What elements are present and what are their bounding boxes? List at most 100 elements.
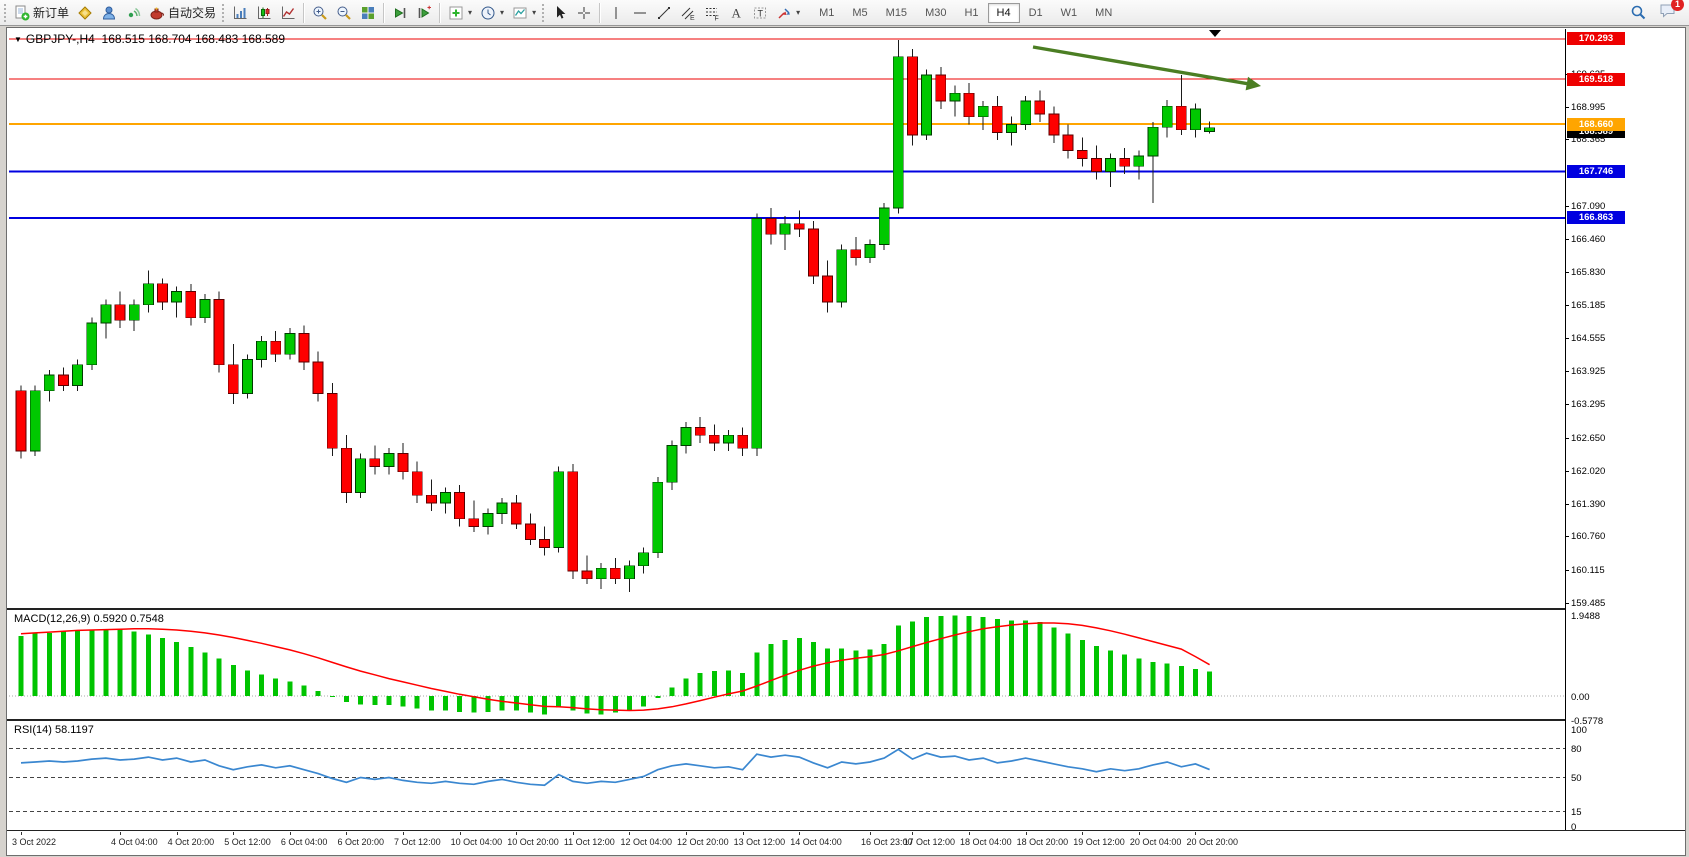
auto-scroll-button[interactable] — [388, 2, 412, 24]
panel-separator — [7, 830, 1685, 831]
crosshair-icon — [578, 6, 591, 19]
bar-chart-icon — [234, 6, 247, 19]
new-order-button[interactable]: 新订单 — [10, 2, 73, 24]
indicator-axis-label: -0.5778 — [1571, 715, 1604, 727]
profile-icon — [103, 6, 116, 19]
periods-button[interactable]: ▾ — [476, 2, 508, 24]
arrows-tool-button[interactable]: ▾ — [772, 2, 804, 24]
price-axis-tick — [1566, 371, 1569, 373]
candlestick-plot[interactable] — [9, 29, 1565, 608]
gold-icon — [78, 5, 92, 20]
tile-windows-button[interactable] — [356, 2, 380, 24]
time-axis[interactable]: 3 Oct 2022 4 Oct 04:00 4 Oct 20:00 5 Oct 12… — [9, 832, 1609, 852]
notification-badge: 1 — [1671, 0, 1684, 11]
fibonacci-tool-button[interactable]: F — [700, 2, 724, 24]
chart-shift-marker — [1209, 30, 1221, 37]
toolbar-grip[interactable] — [542, 3, 545, 22]
chevron-down-icon: ▾ — [796, 8, 801, 17]
indicator-axis-label: 15 — [1571, 807, 1582, 819]
text-tool-button[interactable]: A — [724, 2, 748, 24]
indicator-axis-label: 100 — [1571, 724, 1587, 736]
profile-button[interactable] — [97, 2, 121, 24]
crosshair-button[interactable] — [572, 2, 596, 24]
chart-shift-button[interactable] — [412, 2, 436, 24]
rsi-label: RSI(14) 58.1197 — [14, 724, 94, 736]
indicator-axis-label: 80 — [1571, 744, 1582, 756]
price-axis-tick — [1566, 536, 1569, 538]
timeframe-button-d1[interactable]: D1 — [1020, 3, 1052, 23]
timeframe-button-w1[interactable]: W1 — [1052, 3, 1087, 23]
price-axis-label: 163.295 — [1571, 399, 1606, 411]
text-label-tool-button[interactable]: T — [748, 2, 772, 24]
zoom-out-icon — [337, 6, 351, 20]
price-axis-tick — [1566, 603, 1569, 605]
cursor-button[interactable] — [548, 2, 572, 24]
time-axis-tick — [969, 832, 971, 835]
equidistant-channel-icon: E — [681, 7, 695, 21]
macd-panel[interactable]: MACD(12,26,9) 0.5920 0.7548 — [9, 611, 1565, 719]
time-axis-label: 6 Oct 04:00 — [280, 837, 328, 847]
trendline-tool-button[interactable] — [652, 2, 676, 24]
zoom-in-icon — [313, 6, 327, 20]
macd-histogram — [18, 615, 1213, 715]
indicators-button[interactable]: ▾ — [444, 2, 476, 24]
timeframe-button-h1[interactable]: H1 — [955, 3, 987, 23]
toolbar-grip[interactable] — [222, 3, 225, 22]
timeframe-button-m1[interactable]: M1 — [810, 3, 843, 23]
time-axis-label: 13 Oct 12:00 — [733, 837, 786, 847]
time-axis-label: 19 Oct 12:00 — [1073, 837, 1125, 847]
deposit-button[interactable] — [73, 2, 97, 24]
macd-label: MACD(12,26,9) 0.5920 0.7548 — [14, 613, 164, 625]
macd-plot[interactable] — [9, 611, 1565, 719]
toolbar-right-group: 1 — [1626, 0, 1687, 24]
one-click-trading-toggle-icon[interactable]: ▼ — [14, 35, 22, 44]
panel-separator[interactable] — [7, 719, 1685, 721]
timeframe-button-m30[interactable]: M30 — [916, 3, 955, 23]
rsi-plot[interactable] — [9, 722, 1565, 830]
panel-separator[interactable] — [7, 608, 1685, 610]
time-axis-label: 20 Oct 04:00 — [1129, 837, 1182, 847]
timeframe-button-m15[interactable]: M15 — [877, 3, 916, 23]
notifications-button[interactable]: 1 — [1659, 0, 1684, 23]
time-axis-tick — [799, 832, 801, 835]
auto-trading-label: 自动交易 — [168, 6, 217, 20]
timeframe-button-mn[interactable]: MN — [1086, 3, 1121, 23]
time-axis-tick — [686, 832, 688, 835]
price-axis-tick — [1566, 503, 1569, 505]
price-axis-tick — [1566, 305, 1569, 307]
time-axis-label: 10 Oct 20:00 — [507, 837, 559, 847]
toolbar-grip[interactable] — [4, 3, 6, 22]
bar-chart-button[interactable] — [228, 2, 252, 24]
price-axis-label: 160.760 — [1571, 531, 1606, 543]
zoom-in-button[interactable] — [308, 2, 332, 24]
line-chart-button[interactable] — [276, 2, 300, 24]
auto-trading-button[interactable]: 自动交易 — [145, 2, 220, 24]
horizontal-line-tool-button[interactable] — [628, 2, 652, 24]
new-order-icon — [15, 5, 30, 20]
indicators-icon — [449, 6, 463, 19]
signals-button[interactable] — [121, 2, 145, 24]
channel-tool-button[interactable]: E — [676, 2, 700, 24]
svg-text:E: E — [690, 15, 695, 21]
toolbar-separator — [383, 2, 386, 23]
price-axis-tick — [1566, 437, 1569, 439]
search-button[interactable] — [1626, 2, 1651, 24]
time-axis-tick — [1025, 832, 1027, 835]
timeframe-button-h4[interactable]: H4 — [987, 2, 1020, 23]
auto-trading-icon — [150, 7, 165, 19]
chart-title: ▼ GBPJPY-,H4 168.515 168.704 168.483 168.… — [14, 32, 285, 46]
candlestick-chart-button[interactable] — [252, 2, 276, 24]
vertical-line-tool-button[interactable] — [604, 2, 628, 24]
price-axis[interactable]: 169.625168.995168.365167.090166.460165.8… — [1565, 29, 1685, 833]
time-axis-tick — [912, 832, 914, 835]
svg-text:A: A — [732, 5, 742, 20]
candlestick-icon — [258, 6, 271, 19]
time-axis-label: 10 Oct 04:00 — [450, 837, 503, 847]
templates-button[interactable]: ▾ — [508, 2, 540, 24]
text-label-icon: T — [754, 7, 767, 18]
zoom-out-button[interactable] — [332, 2, 356, 24]
main-chart-area[interactable]: ▼ GBPJPY-,H4 168.515 168.704 168.483 168.… — [9, 29, 1565, 608]
timeframe-button-m5[interactable]: M5 — [843, 3, 876, 23]
rsi-panel[interactable]: RSI(14) 58.1197 — [9, 722, 1565, 830]
time-axis-label: 3 Oct 2022 — [12, 837, 57, 847]
